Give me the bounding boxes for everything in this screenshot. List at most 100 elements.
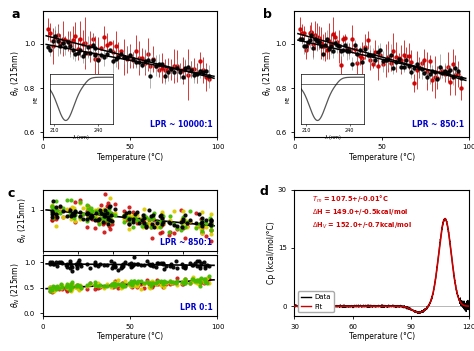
- Point: [108, 218, 115, 224]
- Point: [104, 283, 111, 288]
- Point: [169, 279, 177, 285]
- Fit: [461, 303, 467, 307]
- Point: [147, 214, 155, 219]
- Point: [64, 283, 71, 289]
- Point: [134, 279, 142, 284]
- Point: [182, 263, 189, 269]
- Point: [201, 279, 208, 285]
- Point: [183, 224, 191, 229]
- Point: [186, 218, 194, 224]
- Point: [83, 286, 91, 291]
- X-axis label: Temperature (°C): Temperature (°C): [349, 153, 415, 162]
- Point: [142, 223, 150, 229]
- Point: [76, 198, 83, 203]
- Point: [181, 212, 189, 218]
- Point: [182, 278, 189, 283]
- Point: [92, 215, 100, 220]
- Point: [203, 276, 210, 281]
- Point: [99, 210, 107, 216]
- Point: [191, 278, 199, 284]
- Point: [180, 278, 187, 284]
- Point: [97, 215, 105, 220]
- Point: [73, 283, 81, 289]
- Point: [140, 282, 147, 287]
- Point: [182, 263, 189, 268]
- Point: [71, 218, 79, 224]
- Data: [301, 304, 306, 309]
- Point: [145, 284, 153, 289]
- Text: LPR 0:1: LPR 0:1: [180, 303, 212, 312]
- Point: [195, 277, 203, 283]
- Point: [207, 227, 214, 233]
- Data: [292, 305, 297, 309]
- Point: [134, 220, 141, 226]
- Point: [108, 218, 115, 224]
- Point: [138, 215, 146, 220]
- Point: [178, 280, 185, 286]
- Point: [166, 218, 174, 223]
- Point: [76, 283, 84, 289]
- Point: [79, 205, 87, 211]
- Point: [150, 225, 157, 230]
- Point: [83, 261, 91, 266]
- Point: [139, 212, 146, 217]
- Text: c: c: [8, 187, 15, 200]
- Point: [137, 263, 145, 268]
- Point: [195, 281, 203, 286]
- Point: [191, 278, 199, 283]
- Point: [168, 280, 175, 286]
- Point: [198, 219, 205, 225]
- Point: [193, 277, 201, 283]
- Point: [183, 224, 191, 230]
- Point: [120, 212, 128, 218]
- Point: [108, 218, 115, 224]
- Point: [201, 277, 209, 283]
- Point: [59, 260, 66, 265]
- Point: [105, 214, 112, 219]
- Point: [52, 285, 60, 291]
- Point: [195, 258, 203, 264]
- Point: [73, 282, 81, 288]
- Point: [195, 223, 202, 228]
- Point: [63, 283, 70, 289]
- Point: [49, 290, 56, 295]
- Point: [91, 282, 98, 288]
- Point: [68, 286, 76, 292]
- Point: [109, 282, 117, 287]
- Point: [122, 214, 129, 220]
- Point: [55, 285, 63, 290]
- Point: [128, 265, 135, 270]
- Point: [53, 208, 60, 214]
- Point: [199, 219, 206, 225]
- Point: [202, 218, 210, 223]
- Point: [96, 282, 104, 287]
- Point: [91, 281, 99, 287]
- Point: [96, 216, 104, 221]
- Point: [50, 285, 58, 290]
- Point: [107, 285, 115, 290]
- Point: [83, 208, 91, 214]
- Point: [106, 204, 114, 209]
- Point: [149, 215, 156, 221]
- Point: [177, 218, 184, 223]
- Point: [71, 212, 78, 218]
- Point: [83, 203, 91, 208]
- Point: [83, 216, 91, 222]
- Point: [104, 221, 112, 227]
- Point: [198, 226, 205, 232]
- Point: [179, 217, 186, 223]
- Point: [139, 224, 146, 230]
- Point: [100, 262, 108, 267]
- Point: [107, 215, 114, 221]
- Point: [71, 205, 78, 210]
- Point: [180, 280, 187, 286]
- Point: [71, 212, 79, 217]
- Point: [163, 279, 170, 285]
- Point: [148, 283, 155, 289]
- Point: [207, 227, 214, 233]
- Point: [145, 280, 153, 285]
- Point: [67, 281, 75, 286]
- Point: [125, 280, 133, 286]
- Point: [179, 226, 186, 231]
- Point: [52, 286, 60, 292]
